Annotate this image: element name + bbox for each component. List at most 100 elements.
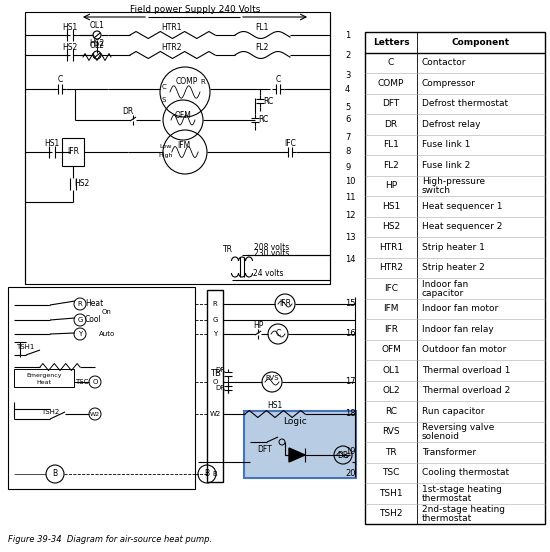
Text: 10: 10 (345, 178, 355, 187)
Text: W2: W2 (90, 411, 100, 417)
Text: Thermal overload 2: Thermal overload 2 (422, 386, 510, 395)
Text: RC: RC (385, 407, 397, 416)
Text: Low: Low (160, 144, 172, 148)
Text: Indoor fan: Indoor fan (422, 280, 468, 289)
Text: solenoid: solenoid (422, 432, 460, 441)
Text: Y: Y (213, 331, 217, 337)
Text: 14: 14 (345, 256, 355, 264)
Text: 3: 3 (345, 71, 350, 79)
Text: TB: TB (210, 369, 221, 379)
Text: OL1: OL1 (382, 366, 400, 375)
Text: Auto: Auto (99, 331, 115, 337)
Text: O: O (92, 379, 98, 385)
Text: Field power Supply 240 Volts: Field power Supply 240 Volts (130, 4, 260, 13)
FancyBboxPatch shape (207, 290, 223, 482)
Text: R: R (201, 79, 205, 85)
Text: C: C (276, 330, 280, 338)
Text: Strip heater 2: Strip heater 2 (422, 263, 485, 272)
Text: Indoor fan relay: Indoor fan relay (422, 325, 494, 334)
Text: DFT: DFT (382, 99, 400, 108)
Text: R: R (213, 301, 217, 307)
Text: TSH2: TSH2 (379, 509, 403, 518)
Text: Logic: Logic (283, 417, 307, 427)
Text: TSH1: TSH1 (16, 344, 34, 350)
Text: 8: 8 (345, 147, 350, 157)
Text: RC: RC (258, 115, 268, 125)
Text: HTR1: HTR1 (379, 243, 403, 252)
Text: 6: 6 (345, 115, 350, 125)
Text: 12: 12 (345, 210, 355, 220)
Text: TSH1: TSH1 (379, 489, 403, 498)
Text: 13: 13 (345, 232, 356, 242)
Text: COMP: COMP (378, 79, 404, 88)
Text: TR: TR (223, 246, 233, 254)
Text: 16: 16 (345, 330, 356, 338)
Text: TSC: TSC (75, 379, 89, 385)
Text: 17: 17 (345, 378, 356, 386)
Text: OFM: OFM (174, 110, 191, 119)
Text: Reversing valve: Reversing valve (422, 423, 494, 432)
Text: G: G (78, 317, 82, 323)
Text: 230 volts: 230 volts (254, 250, 290, 258)
Text: Defrost thermostat: Defrost thermostat (422, 99, 508, 108)
Text: G: G (212, 317, 218, 323)
FancyBboxPatch shape (14, 369, 74, 387)
Text: C: C (276, 76, 280, 84)
Text: COMP: COMP (176, 77, 198, 87)
Text: HS2: HS2 (74, 179, 90, 188)
Text: Letters: Letters (373, 38, 409, 47)
Text: TSC: TSC (382, 468, 400, 477)
Text: HTR1: HTR1 (162, 23, 182, 31)
Text: Emergency: Emergency (26, 374, 62, 379)
Text: 4: 4 (345, 84, 350, 93)
Text: Cool: Cool (85, 316, 102, 325)
Text: HTR2: HTR2 (162, 43, 182, 51)
Text: 15: 15 (345, 300, 355, 309)
Text: OL2: OL2 (382, 386, 400, 395)
Text: HS2: HS2 (62, 43, 78, 51)
Text: HP: HP (385, 181, 397, 190)
Text: O: O (212, 379, 218, 385)
Text: IFR: IFR (67, 147, 79, 157)
Text: 1st-stage heating: 1st-stage heating (422, 485, 502, 493)
Text: S: S (162, 97, 166, 103)
Text: Cooling thermostat: Cooling thermostat (422, 468, 509, 477)
Text: IFC: IFC (384, 284, 398, 293)
Text: IFM: IFM (177, 141, 191, 150)
Text: FL1: FL1 (255, 23, 269, 31)
Text: IFC: IFC (284, 139, 296, 147)
Text: Heat sequencer 1: Heat sequencer 1 (422, 201, 503, 211)
Text: thermostat: thermostat (422, 514, 472, 523)
Text: OL1: OL1 (90, 22, 104, 30)
Text: thermostat: thermostat (422, 493, 472, 503)
Text: 1: 1 (345, 30, 350, 40)
Text: High-pressure: High-pressure (422, 177, 485, 186)
FancyBboxPatch shape (62, 138, 84, 166)
Text: B: B (52, 470, 58, 479)
Text: 2: 2 (345, 50, 350, 60)
Text: RVS: RVS (382, 427, 400, 436)
Text: C: C (388, 59, 394, 67)
Text: HS1: HS1 (267, 401, 283, 411)
Text: IFM: IFM (383, 304, 399, 313)
Text: DR: DR (215, 385, 225, 391)
Text: 20: 20 (345, 470, 355, 479)
Text: DFT: DFT (257, 445, 272, 454)
FancyBboxPatch shape (25, 12, 330, 284)
Text: Y: Y (78, 331, 82, 337)
Text: 24 volts: 24 volts (253, 269, 283, 279)
Text: 5: 5 (345, 103, 350, 112)
Text: HS1: HS1 (62, 23, 78, 31)
FancyBboxPatch shape (365, 32, 545, 524)
Text: R: R (78, 301, 82, 307)
Text: Contactor: Contactor (422, 59, 466, 67)
Text: Heat sequencer 2: Heat sequencer 2 (422, 222, 502, 231)
Text: FL2: FL2 (255, 43, 269, 51)
FancyBboxPatch shape (244, 411, 356, 478)
Text: RC: RC (263, 97, 273, 105)
Text: Defrost relay: Defrost relay (422, 120, 481, 129)
Text: Thermal overload 1: Thermal overload 1 (422, 366, 510, 375)
Text: 208 volts: 208 volts (254, 242, 290, 252)
Text: switch: switch (422, 186, 451, 195)
Text: FL2: FL2 (383, 161, 399, 170)
